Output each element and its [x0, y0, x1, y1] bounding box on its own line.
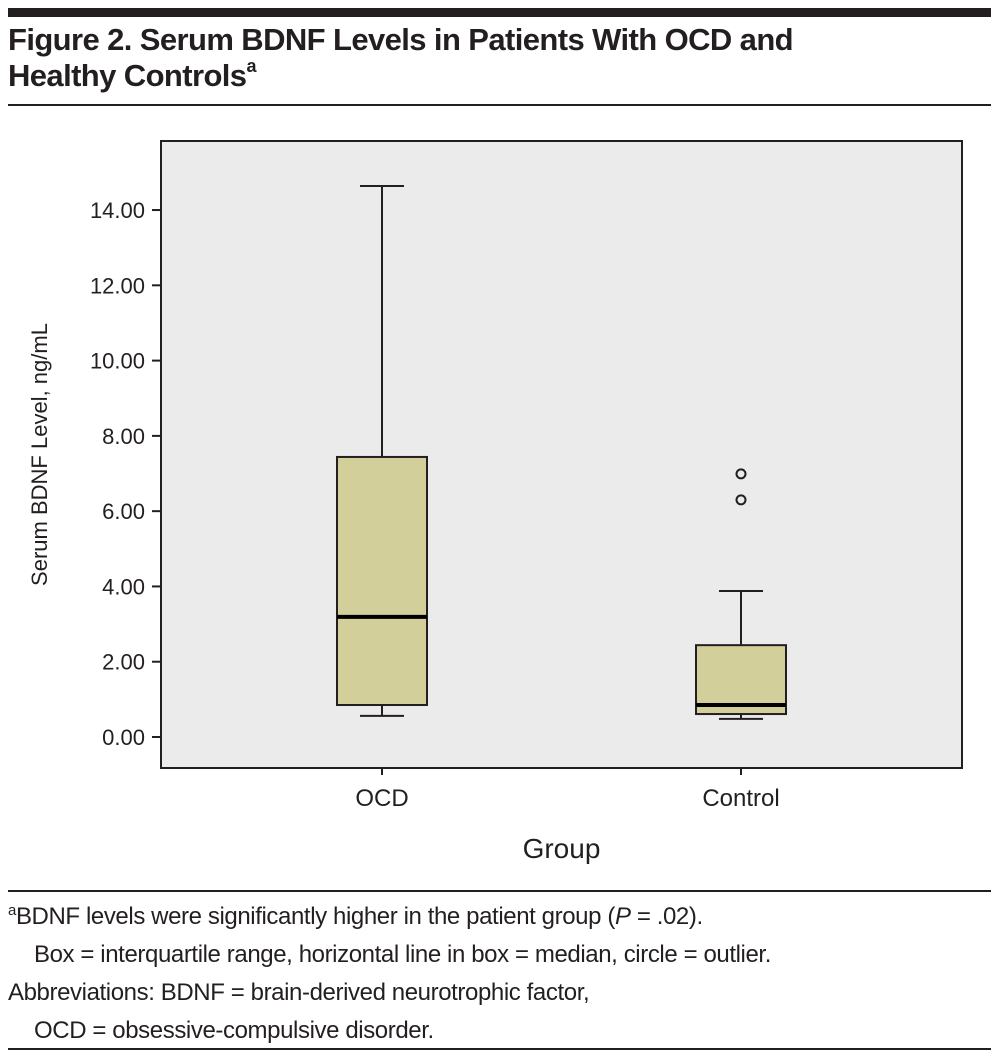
footnote-line-3: Abbreviations: BDNF = brain-derived neur…: [8, 979, 590, 1006]
boxplot-chart: 0.00 2.00 4.00 6.00 8.00 10.00 12.00 14.00 OCD C…: [27, 140, 963, 864]
iqr-box: [336, 455, 428, 707]
figure-title: Figure 2. Serum BDNF Levels in Patients …: [8, 22, 968, 94]
footnote-line-1: aBDNF levels were significantly higher i…: [8, 902, 703, 930]
y-tick-label: 12.00: [90, 273, 145, 298]
top-rule: [8, 8, 991, 17]
footnote-rule-top: [8, 890, 991, 892]
iqr-box: [695, 644, 787, 716]
outlier-point: [735, 494, 747, 506]
y-tick-label: 10.00: [90, 349, 145, 374]
plot-area: [161, 141, 962, 768]
box-control: [695, 468, 787, 720]
footnote-marker: a: [8, 902, 16, 919]
y-tick-label: 8.00: [102, 424, 145, 449]
y-tick-label: 6.00: [102, 499, 145, 524]
y-tick-label: 14.00: [90, 198, 145, 223]
title-superscript: a: [246, 56, 256, 76]
y-tick-label: 2.00: [102, 650, 145, 675]
plot-frame: [160, 140, 963, 769]
title-line-2: Healthy Controls: [8, 58, 247, 93]
boxes: [336, 184, 787, 720]
x-axis: OCD Control: [355, 768, 780, 812]
x-tick-label: Control: [702, 785, 779, 812]
y-axis: 0.00 2.00 4.00 6.00 8.00 10.00 12.00 14.00: [90, 198, 161, 750]
footnote-line-2: Box = interquartile range, horizontal li…: [34, 941, 771, 968]
footnote-rule-bottom: [8, 1048, 991, 1050]
x-tick-label: OCD: [355, 785, 408, 812]
y-tick-label: 4.00: [102, 574, 145, 599]
x-axis-label: Group: [523, 833, 601, 864]
title-line-1: Figure 2. Serum BDNF Levels in Patients …: [8, 22, 794, 57]
footnotes: aBDNF levels were significantly higher i…: [8, 898, 988, 1050]
box-ocd: [336, 184, 428, 717]
y-tick-label: 0.00: [102, 725, 145, 750]
outlier-point: [735, 468, 747, 480]
y-axis-label: Serum BDNF Level, ng/mL: [27, 323, 52, 586]
footnote-line-4: OCD = obsessive-compulsive disorder.: [34, 1017, 434, 1044]
title-rule: [8, 104, 991, 106]
